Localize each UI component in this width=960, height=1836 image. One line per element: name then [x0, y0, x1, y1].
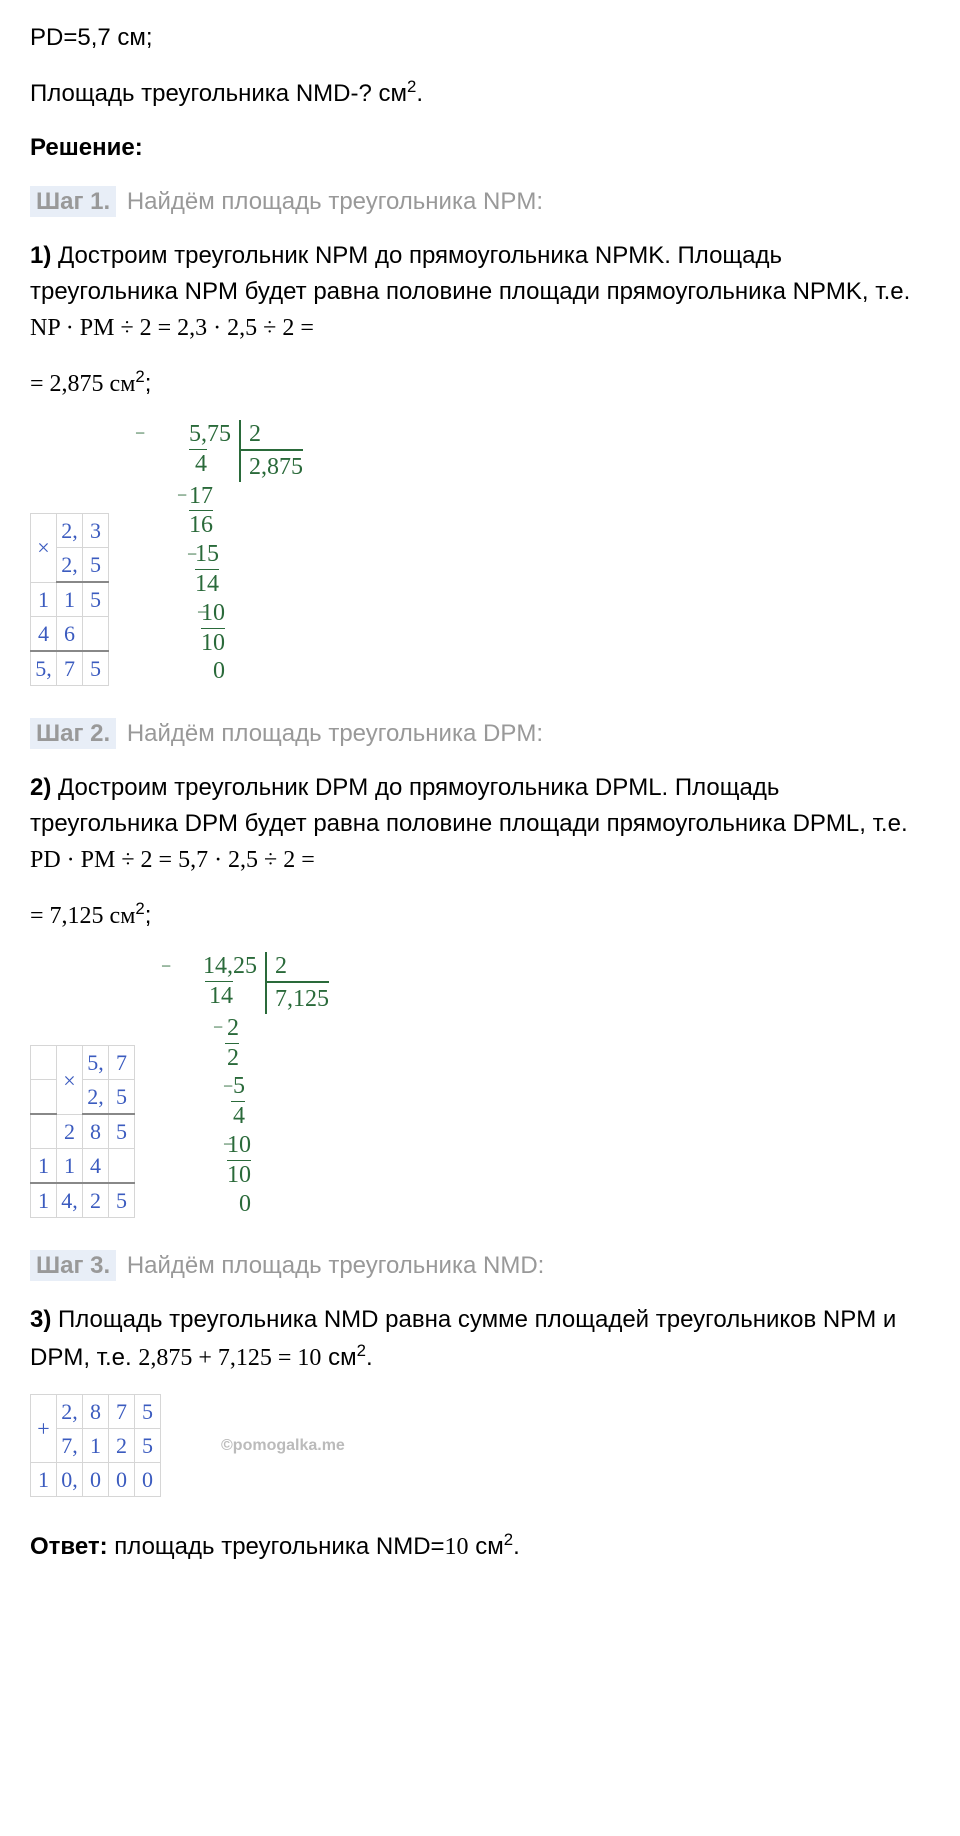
step1-title: Найдём площадь треугольника NPM:	[127, 188, 543, 215]
step1-calc-row: ×2,3 2,5 115 46 5,75 −5,75 2 4 2,875 −17…	[30, 420, 930, 686]
table-row: 114	[31, 1149, 135, 1184]
answer-text-a: площадь треугольника NMD=	[108, 1533, 445, 1560]
step1-division: −5,75 2 4 2,875 −17 16 −15 14 −10 10 0	[149, 420, 303, 686]
step1-num: 1)	[30, 242, 51, 269]
table-row: 10,000	[31, 1463, 161, 1497]
table-row: ×2,3	[31, 514, 109, 548]
step3-num: 3)	[30, 1306, 51, 1333]
step3-suffix: .	[366, 1344, 373, 1371]
step2-body: 2) Достроим треугольник DPM до прямоугол…	[30, 770, 930, 878]
step1-text: Достроим треугольник NPM до прямоугольни…	[30, 242, 910, 305]
table-row: 46	[31, 617, 109, 652]
step3-formula: 2,875 + 7,125 = 10	[138, 1345, 321, 1371]
table-row: +2,875	[31, 1395, 161, 1429]
step2-division: −14,25 2 14 7,125 −2 2 −5 4 −10 10 0	[175, 952, 329, 1218]
step1-result-sup: 2	[135, 367, 144, 386]
step2-result-prefix: = 7,125 см	[30, 903, 135, 929]
answer-text-b: см	[469, 1533, 504, 1560]
table-row: 5,75	[31, 651, 109, 686]
step3-body: 3) Площадь треугольника NMD равна сумме …	[30, 1302, 930, 1376]
step2-result-suffix: ;	[145, 902, 152, 929]
solution-label: Решение:	[30, 130, 930, 166]
step1-body: 1) Достроим треугольник NPM до прямоугол…	[30, 238, 930, 346]
step1-formula: NP · PM ÷ 2 = 2,3 · 2,5 ÷ 2 =	[30, 315, 314, 341]
step3-calc-row: +2,875 7,125 10,000 ©pomogalka.me	[30, 1394, 930, 1497]
question-sup: 2	[407, 77, 416, 96]
watermark: ©pomogalka.me	[221, 1434, 345, 1458]
step2-label: Шаг 2.	[30, 718, 116, 749]
answer-label: Ответ:	[30, 1533, 108, 1560]
step1-result: = 2,875 см2;	[30, 364, 930, 402]
answer-value: 10	[445, 1534, 469, 1560]
step2-text: Достроим треугольник DPM до прямоугольни…	[30, 774, 908, 837]
step3-label: Шаг 3.	[30, 1250, 116, 1281]
question-text: Площадь треугольника NMD-? см	[30, 80, 407, 107]
table-row: 115	[31, 582, 109, 617]
step1-mult-table: ×2,3 2,5 115 46 5,75	[30, 513, 109, 686]
step2-heading: Шаг 2. Найдём площадь треугольника DPM:	[30, 716, 930, 752]
step1-label: Шаг 1.	[30, 186, 116, 217]
step3-textb: см	[321, 1344, 356, 1371]
step3-heading: Шаг 3. Найдём площадь треугольника NMD:	[30, 1248, 930, 1284]
given-pd: PD=5,7 см;	[30, 20, 930, 56]
step2-result-sup: 2	[135, 899, 144, 918]
step3-title: Найдём площадь треугольника NMD:	[127, 1252, 545, 1279]
step3-add-table: +2,875 7,125 10,000	[30, 1394, 161, 1497]
step2-title: Найдём площадь треугольника DPM:	[127, 720, 543, 747]
step2-formula: PD · PM ÷ 2 = 5,7 · 2,5 ÷ 2 =	[30, 847, 315, 873]
question-suffix: .	[416, 80, 423, 107]
step2-calc-row: ×5,7 2,5 285 114 14,25 −14,25 2 14 7,125…	[30, 952, 930, 1218]
step1-result-suffix: ;	[145, 370, 152, 397]
table-row: ×5,7	[31, 1046, 135, 1080]
answer-suffix: .	[513, 1533, 520, 1560]
step2-result: = 7,125 см2;	[30, 896, 930, 934]
step2-num: 2)	[30, 774, 51, 801]
answer-sup: 2	[504, 1530, 513, 1549]
step3-sup: 2	[357, 1341, 366, 1360]
table-row: 14,25	[31, 1183, 135, 1218]
step2-mult-table: ×5,7 2,5 285 114 14,25	[30, 1045, 135, 1218]
step1-heading: Шаг 1. Найдём площадь треугольника NPM:	[30, 184, 930, 220]
step1-result-prefix: = 2,875 см	[30, 371, 135, 397]
answer: Ответ: площадь треугольника NMD=10 см2.	[30, 1527, 930, 1565]
table-row: 285	[31, 1114, 135, 1149]
table-row: 2,5	[31, 1080, 135, 1115]
question: Площадь треугольника NMD-? см2.	[30, 74, 930, 112]
